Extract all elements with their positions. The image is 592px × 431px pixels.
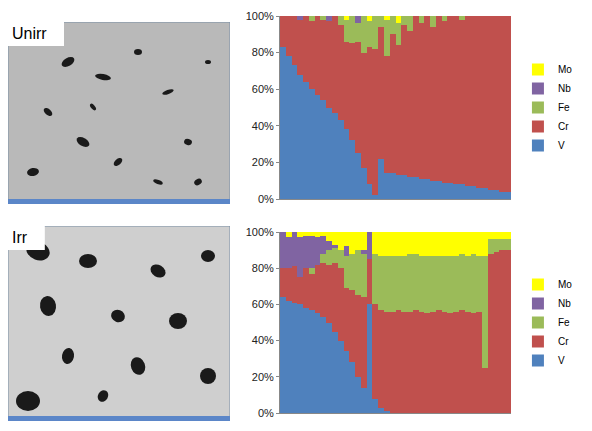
svg-text:60%: 60% xyxy=(252,298,274,310)
svg-text:60%: 60% xyxy=(252,83,274,95)
svg-text:Unirr: Unirr xyxy=(12,25,47,42)
svg-text:V: V xyxy=(558,355,565,366)
svg-text:V: V xyxy=(558,140,565,151)
svg-text:Cr: Cr xyxy=(558,121,569,132)
svg-text:20%: 20% xyxy=(252,156,274,168)
svg-text:100%: 100% xyxy=(246,10,274,22)
svg-text:100%: 100% xyxy=(246,226,274,238)
svg-text:Nb: Nb xyxy=(558,298,571,309)
svg-text:Fe: Fe xyxy=(558,102,570,113)
svg-text:Irr: Irr xyxy=(12,229,28,246)
svg-text:40%: 40% xyxy=(252,334,274,346)
svg-text:0%: 0% xyxy=(258,193,274,205)
svg-text:Mo: Mo xyxy=(558,64,572,75)
svg-text:0%: 0% xyxy=(258,407,274,419)
svg-text:Nb: Nb xyxy=(558,83,571,94)
svg-text:40%: 40% xyxy=(252,120,274,132)
svg-text:80%: 80% xyxy=(252,46,274,58)
svg-text:Cr: Cr xyxy=(558,336,569,347)
svg-text:80%: 80% xyxy=(252,262,274,274)
svg-text:Mo: Mo xyxy=(558,279,572,290)
svg-text:20%: 20% xyxy=(252,371,274,383)
svg-text:Fe: Fe xyxy=(558,317,570,328)
